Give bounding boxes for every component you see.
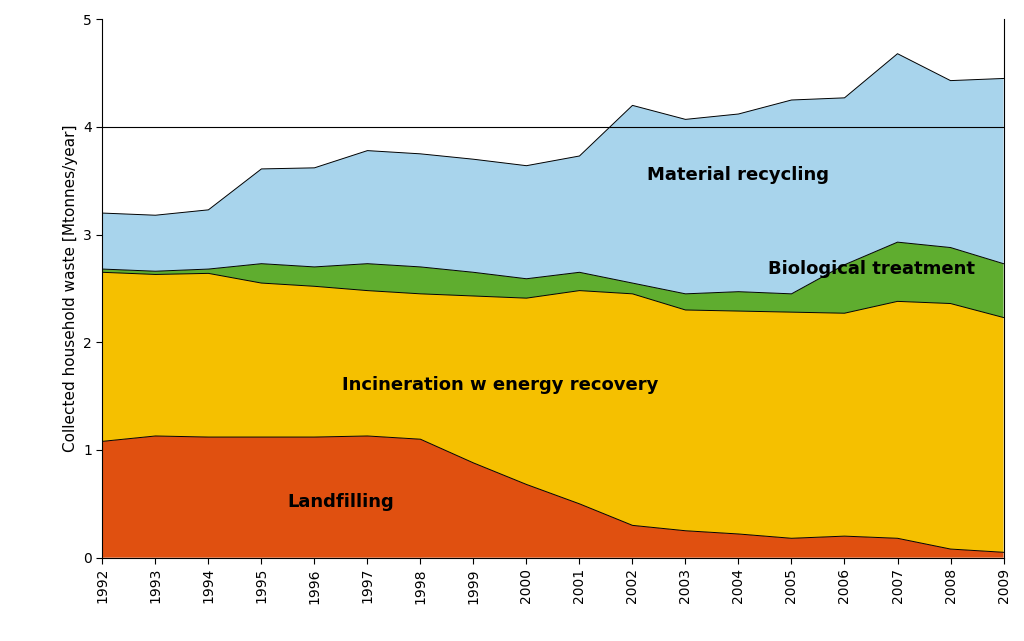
Y-axis label: Collected household waste [Mtonnes/year]: Collected household waste [Mtonnes/year] [62,125,78,452]
Text: Biological treatment: Biological treatment [768,260,975,278]
Text: Material recycling: Material recycling [647,167,829,185]
Text: Landfilling: Landfilling [288,493,394,511]
Text: Incineration w energy recovery: Incineration w energy recovery [342,376,658,394]
